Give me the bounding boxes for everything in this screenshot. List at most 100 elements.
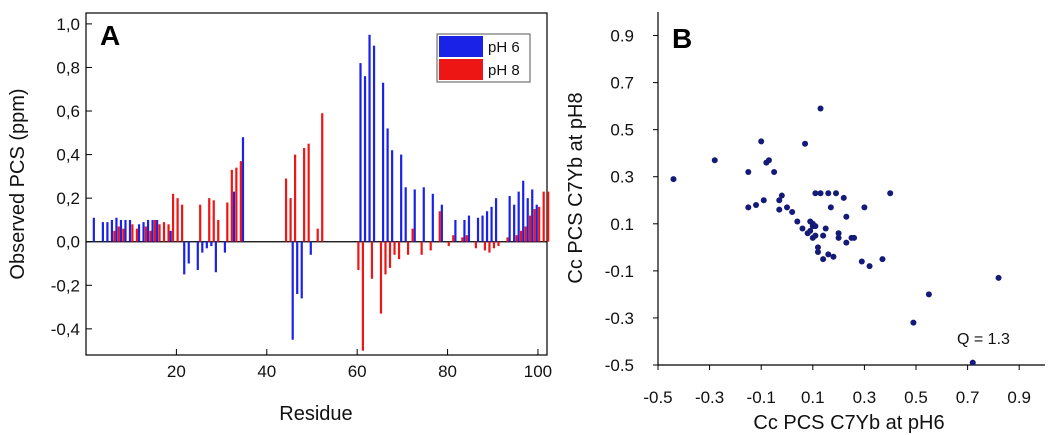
- bar-ph6-residue-16: [156, 219, 159, 242]
- bar-ph8-residue-69: [397, 241, 401, 260]
- panel-a-y-tick-label: 0,4: [56, 146, 80, 165]
- scatter-point: [858, 258, 865, 265]
- bar-ph8-residue-72: [411, 228, 414, 242]
- panel-a-y-tick-label: 0,2: [56, 189, 80, 208]
- bar-ph6-residue-95: [513, 204, 516, 242]
- bar-ph6-residue-63: [368, 34, 371, 242]
- scatter-point: [835, 234, 842, 241]
- panel-b-y-tick-label: 0.9: [610, 27, 634, 46]
- panel-b-y-tick-label: 0.7: [610, 74, 634, 93]
- bar-ph8-residue-17: [162, 222, 166, 242]
- panel-b-y-tick-label: -0.3: [605, 309, 634, 328]
- bar-ph6-residue-85: [467, 215, 471, 242]
- panel-b-y-tick-label: 0.5: [610, 121, 634, 140]
- bar-ph8-residue-71: [406, 241, 410, 255]
- bar-ph6-residue-29: [214, 241, 217, 273]
- scatter-point: [925, 291, 932, 298]
- bar-ph6-residue-27: [205, 241, 208, 249]
- panel-b-y-tick-label: -0.5: [605, 356, 634, 375]
- bar-ph6-residue-23: [187, 241, 190, 264]
- panel-a-y-tick-label: 0,8: [56, 58, 80, 77]
- bar-ph6-residue-66: [381, 82, 385, 242]
- bar-ph8-residue-46: [294, 154, 297, 242]
- bar-ph8-residue-61: [361, 241, 364, 351]
- bar-ph8-residue-67: [388, 241, 392, 268]
- scatter-point: [776, 197, 783, 204]
- scatter-point: [812, 232, 819, 239]
- bar-ph8-residue-25: [199, 204, 202, 242]
- bar-ph8-residue-80: [447, 241, 450, 247]
- bar-ph8-residue-11: [135, 228, 139, 242]
- bar-ph8-residue-15: [153, 219, 157, 242]
- bar-ph6-residue-97: [522, 180, 525, 242]
- bar-ph6-residue-79: [440, 204, 443, 242]
- scatter-point: [784, 204, 790, 211]
- bar-ph8-residue-8: [122, 228, 125, 242]
- bar-ph6-residue-61: [359, 63, 362, 242]
- scatter-point: [802, 140, 809, 147]
- bar-ph6-residue-15: [151, 219, 154, 242]
- bar-ph8-residue-89: [488, 241, 491, 253]
- scatter-point: [745, 204, 752, 211]
- panel-a-y-tick-label: 1,0: [56, 15, 80, 34]
- scatter-point: [807, 227, 814, 234]
- bar-ph8-residue-33: [235, 167, 238, 242]
- panel-b-scatter-chart: -0.5 -0.3 -0.1 0.1 0.3 0.5 0.7 0.9 -0.5 -0.3 -0.1 0…: [565, 12, 1045, 434]
- panel-b-y-tick-label: 0.3: [610, 168, 634, 187]
- bar-ph8-residue-19: [171, 193, 175, 242]
- bar-ph6-residue-10: [128, 219, 132, 242]
- scatter-point: [820, 232, 827, 239]
- bar-ph8-residue-101: [542, 191, 545, 242]
- scatter-point: [670, 176, 677, 183]
- panel-b-ticks: -0.5 -0.3 -0.1 0.1 0.3 0.5 0.7 0.9 -0.5 -0.3 -0.1 0…: [605, 27, 1031, 407]
- bar-ph6-residue-48: [300, 241, 303, 299]
- panel-a-ticks: 20 40 60 80 100 -0,4 -0,2 0,0 0,2 0,4 0,6 0,8 1,0: [51, 15, 552, 381]
- bar-ph6-residue-13: [142, 222, 145, 242]
- scatter-point: [745, 169, 752, 176]
- bar-ph6-residue-2: [92, 217, 95, 242]
- scatter-point: [822, 225, 829, 232]
- scatter-point: [851, 234, 858, 241]
- panel-a-x-tick-label: 60: [348, 362, 367, 381]
- panel-b-x-tick-label: -0.3: [695, 388, 724, 407]
- bar-ph8-residue-91: [497, 241, 500, 247]
- panel-b-x-tick-label: 0.1: [801, 388, 825, 407]
- bar-ph6-residue-71: [404, 187, 407, 242]
- bar-ph6-residue-28: [210, 241, 213, 247]
- bar-ph8-residue-14: [149, 230, 152, 242]
- scatter-point: [812, 223, 819, 230]
- bar-ph6-residue-22: [183, 241, 186, 275]
- bar-ph6-residue-77: [431, 193, 434, 242]
- panel-b-x-axis-title: Cc PCS C7Yb at pH6: [753, 412, 944, 434]
- scatter-point: [711, 157, 718, 164]
- bar-ph6-residue-87: [476, 217, 480, 242]
- legend-label-ph6: pH 6: [488, 39, 520, 56]
- bar-ph8-residue-18: [167, 224, 170, 242]
- panel-b-label: B: [672, 23, 692, 54]
- bar-ph8-residue-32: [230, 169, 233, 242]
- panel-a-x-tick-label: 20: [167, 362, 186, 381]
- bar-ph6-residue-26: [201, 241, 204, 253]
- bar-ph6-residue-50: [309, 241, 312, 255]
- bar-ph8-residue-7: [117, 226, 120, 242]
- bar-ph6-residue-91: [494, 198, 498, 242]
- bar-ph8-residue-13: [144, 226, 148, 242]
- bar-ph8-residue-97: [524, 226, 527, 242]
- bar-ph6-residue-68: [391, 150, 394, 242]
- bar-ph8-residue-102: [547, 191, 550, 242]
- panel-a-x-axis-title: Residue: [279, 403, 352, 425]
- scatter-point: [814, 244, 821, 251]
- scatter-point: [760, 197, 767, 204]
- panel-a-x-tick-label: 80: [438, 362, 457, 381]
- legend-label-ph8: pH 8: [488, 62, 520, 79]
- bar-ph8-residue-83: [461, 237, 464, 242]
- bar-ph6-residue-6: [110, 219, 114, 242]
- bar-ph6-residue-62: [363, 76, 367, 242]
- bar-ph6-residue-94: [508, 195, 511, 242]
- bar-ph8-residue-86: [474, 241, 477, 249]
- panel-b-y-tick-label: -0.1: [605, 262, 634, 281]
- panel-b-x-tick-label: -0.1: [747, 388, 776, 407]
- bar-ph6-residue-14: [146, 219, 150, 242]
- bar-ph8-residue-78: [438, 211, 441, 242]
- bar-ph8-residue-48: [303, 148, 306, 242]
